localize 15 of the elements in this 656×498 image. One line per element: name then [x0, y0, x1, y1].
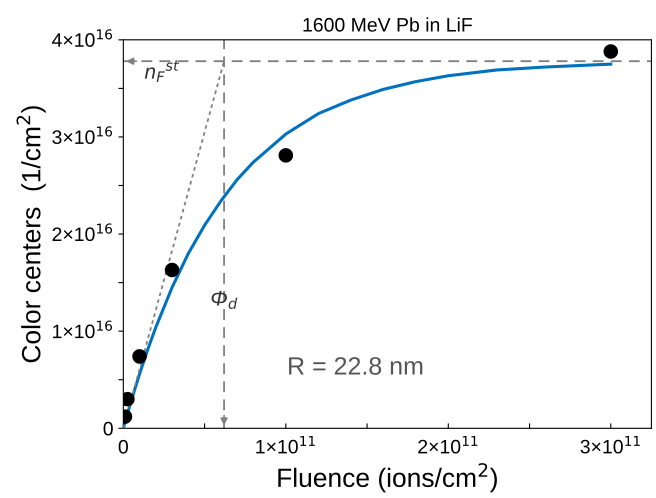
chart-title: 1600 MeV Pb in LiF: [303, 17, 472, 32]
y-tick-label: 1×10$^{16}$: [53, 320, 112, 338]
x-tick-label: 2×10$^{11}$: [418, 436, 478, 454]
y-tick-label: 0: [104, 422, 113, 436]
y-tick-label: 3×10$^{16}$: [52, 126, 112, 144]
y-axis-title: Color centers (1/cm$^{2}$): [16, 106, 46, 362]
x-axis-title: Fluence (ions/cm$^{2}$): [278, 463, 497, 492]
ref-line-label: Φ$_{d}$: [212, 290, 238, 309]
y-tick-label: 4×10$^{16}$: [52, 29, 112, 47]
x-tick-label: 3×10$^{11}$: [580, 436, 640, 454]
x-tick-label: 1×10$^{11}$: [256, 436, 315, 454]
annotation: R = 22.8 nm: [289, 357, 422, 375]
y-tick-label: 2×10$^{16}$: [52, 223, 112, 242]
ref-line-label: n$_{F}$$^{st}$: [144, 60, 180, 82]
x-tick-label: 0: [118, 440, 128, 454]
